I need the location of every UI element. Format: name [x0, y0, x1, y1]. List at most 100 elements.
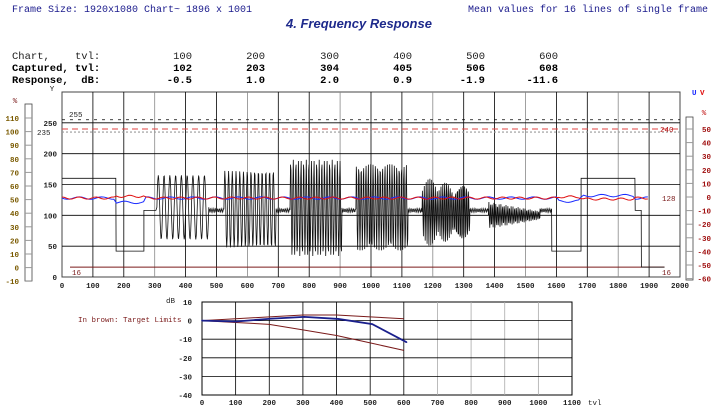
- y-tick-label: 200: [43, 152, 57, 160]
- y-axis-label: dB: [166, 298, 176, 306]
- target-limits-note: In brown: Target Limits: [78, 317, 182, 325]
- left-percent-tick: 20: [10, 238, 20, 246]
- x-tick-label: 200: [263, 400, 277, 408]
- x-tick-label: 1800: [609, 283, 628, 291]
- right-percent-label: %: [702, 110, 707, 118]
- x-tick-label: 0: [200, 400, 205, 408]
- level-240-label: 240: [660, 127, 674, 135]
- x-tick-label: 600: [241, 283, 255, 291]
- cell-value: -1.9: [459, 75, 485, 87]
- cell-value: -0.5: [166, 75, 192, 87]
- cell-value: 200: [246, 51, 265, 63]
- y-axis-label: Y: [50, 86, 55, 94]
- row-label: Response, dB:: [12, 75, 101, 87]
- left-percent-tick: 100: [5, 130, 19, 138]
- y-tick-label: -10: [178, 337, 192, 345]
- x-tick-label: 2000: [671, 283, 690, 291]
- right-percent-tick: 30: [702, 154, 712, 162]
- table-row: Captured, tvl: 102 203 304 405 506 608: [12, 63, 592, 75]
- level-16-label-right: 16: [662, 270, 672, 278]
- left-percent-tick: 10: [10, 252, 20, 260]
- row-label: Chart, tvl:: [12, 51, 101, 63]
- x-tick-label: 800: [464, 400, 478, 408]
- x-tick-label: 400: [179, 283, 193, 291]
- x-tick-label: 800: [302, 283, 316, 291]
- left-percent-tick: -10: [5, 279, 19, 287]
- x-tick-label: 1000: [362, 283, 381, 291]
- y-tick-label: 250: [43, 121, 57, 129]
- cell-value: 405: [393, 63, 412, 75]
- x-tick-label: 1200: [424, 283, 443, 291]
- x-tick-label: 600: [397, 400, 411, 408]
- x-tick-label: 400: [330, 400, 344, 408]
- x-tick-label: 1500: [516, 283, 535, 291]
- y-tick-label: 150: [43, 183, 57, 191]
- right-percent-tick: -20: [697, 222, 711, 230]
- left-percent-tick: 70: [10, 170, 20, 178]
- right-percent-tick: 40: [702, 141, 712, 149]
- cell-value: 500: [466, 51, 485, 63]
- right-percent-tick: 10: [702, 181, 712, 189]
- level-255-label: 255: [69, 112, 83, 120]
- response-point: [337, 318, 340, 320]
- y-tick-label: -20: [178, 356, 192, 364]
- v-chroma-line: [61, 194, 648, 201]
- cell-value: 304: [320, 63, 339, 75]
- x-tick-label: 300: [296, 400, 310, 408]
- x-tick-label: 900: [333, 283, 347, 291]
- x-tick-label: 500: [363, 400, 377, 408]
- level-235-label: 235: [37, 130, 51, 138]
- row-label: Captured, tvl:: [12, 63, 101, 75]
- left-percent-tick: 50: [10, 198, 20, 206]
- left-percent-tick: 0: [14, 266, 19, 274]
- x-tick-label: 1400: [486, 283, 505, 291]
- level-128-label: 128: [662, 196, 676, 204]
- y-tick-label: -40: [178, 393, 192, 401]
- y-tick-label: 0: [52, 275, 57, 283]
- response-point: [201, 319, 203, 322]
- v-label: V: [700, 90, 705, 98]
- x-tick-label: 1600: [547, 283, 566, 291]
- x-tick-label: 900: [498, 400, 512, 408]
- signal-waveform: [62, 159, 665, 268]
- left-percent-tick: 110: [5, 116, 19, 124]
- cell-value: 400: [393, 51, 412, 63]
- x-tick-label: 1100: [563, 400, 582, 408]
- left-percent-tick: 80: [10, 157, 20, 165]
- y-tick-label: 0: [187, 319, 192, 327]
- left-percent-tick: 40: [10, 211, 20, 219]
- x-tick-label: 1100: [393, 283, 412, 291]
- left-percent-tick: 90: [10, 143, 20, 151]
- right-percent-tick: 0: [706, 195, 711, 203]
- left-percent-tick: 60: [10, 184, 20, 192]
- right-percent-tick: -30: [697, 236, 711, 244]
- cell-value: 600: [539, 51, 558, 63]
- x-tick-label: 1900: [640, 283, 659, 291]
- table-row: Chart, tvl: 100 200 300 400 500 600: [12, 51, 592, 63]
- cell-value: 2.0: [320, 75, 339, 87]
- right-percent-tick: -60: [697, 277, 711, 285]
- response-point: [371, 323, 374, 325]
- x-tick-label: 100: [229, 400, 243, 408]
- right-percent-tick: -10: [697, 209, 711, 217]
- x-tick-label: 300: [148, 283, 162, 291]
- x-tick-label: 700: [272, 283, 286, 291]
- measurement-table: Chart, tvl: 100 200 300 400 500 600 Captured, t…: [0, 0, 600, 90]
- cell-value: 1.0: [246, 75, 265, 87]
- right-percent-tick: -50: [697, 263, 711, 271]
- y-tick-label: -30: [178, 374, 192, 382]
- y-tick-label: 10: [183, 300, 193, 308]
- cell-value: 608: [539, 63, 558, 75]
- response-plot-area: [201, 301, 573, 396]
- table-row: Response, dB: -0.5 1.0 2.0 0.9 -1.9 -11.6: [12, 75, 592, 87]
- right-percent-tick: 50: [702, 127, 712, 135]
- lower-limit-line: [201, 320, 404, 351]
- response-point: [235, 320, 238, 323]
- x-tick-label: 1000: [529, 400, 548, 408]
- cell-value: -11.6: [526, 75, 558, 87]
- cell-value: 506: [466, 63, 485, 75]
- frame-size-info: Frame Size: 1920x1080 Chart~ 1896 x 1001: [12, 5, 253, 16]
- cell-value: 0.9: [393, 75, 412, 87]
- y-tick-label: 100: [43, 213, 57, 221]
